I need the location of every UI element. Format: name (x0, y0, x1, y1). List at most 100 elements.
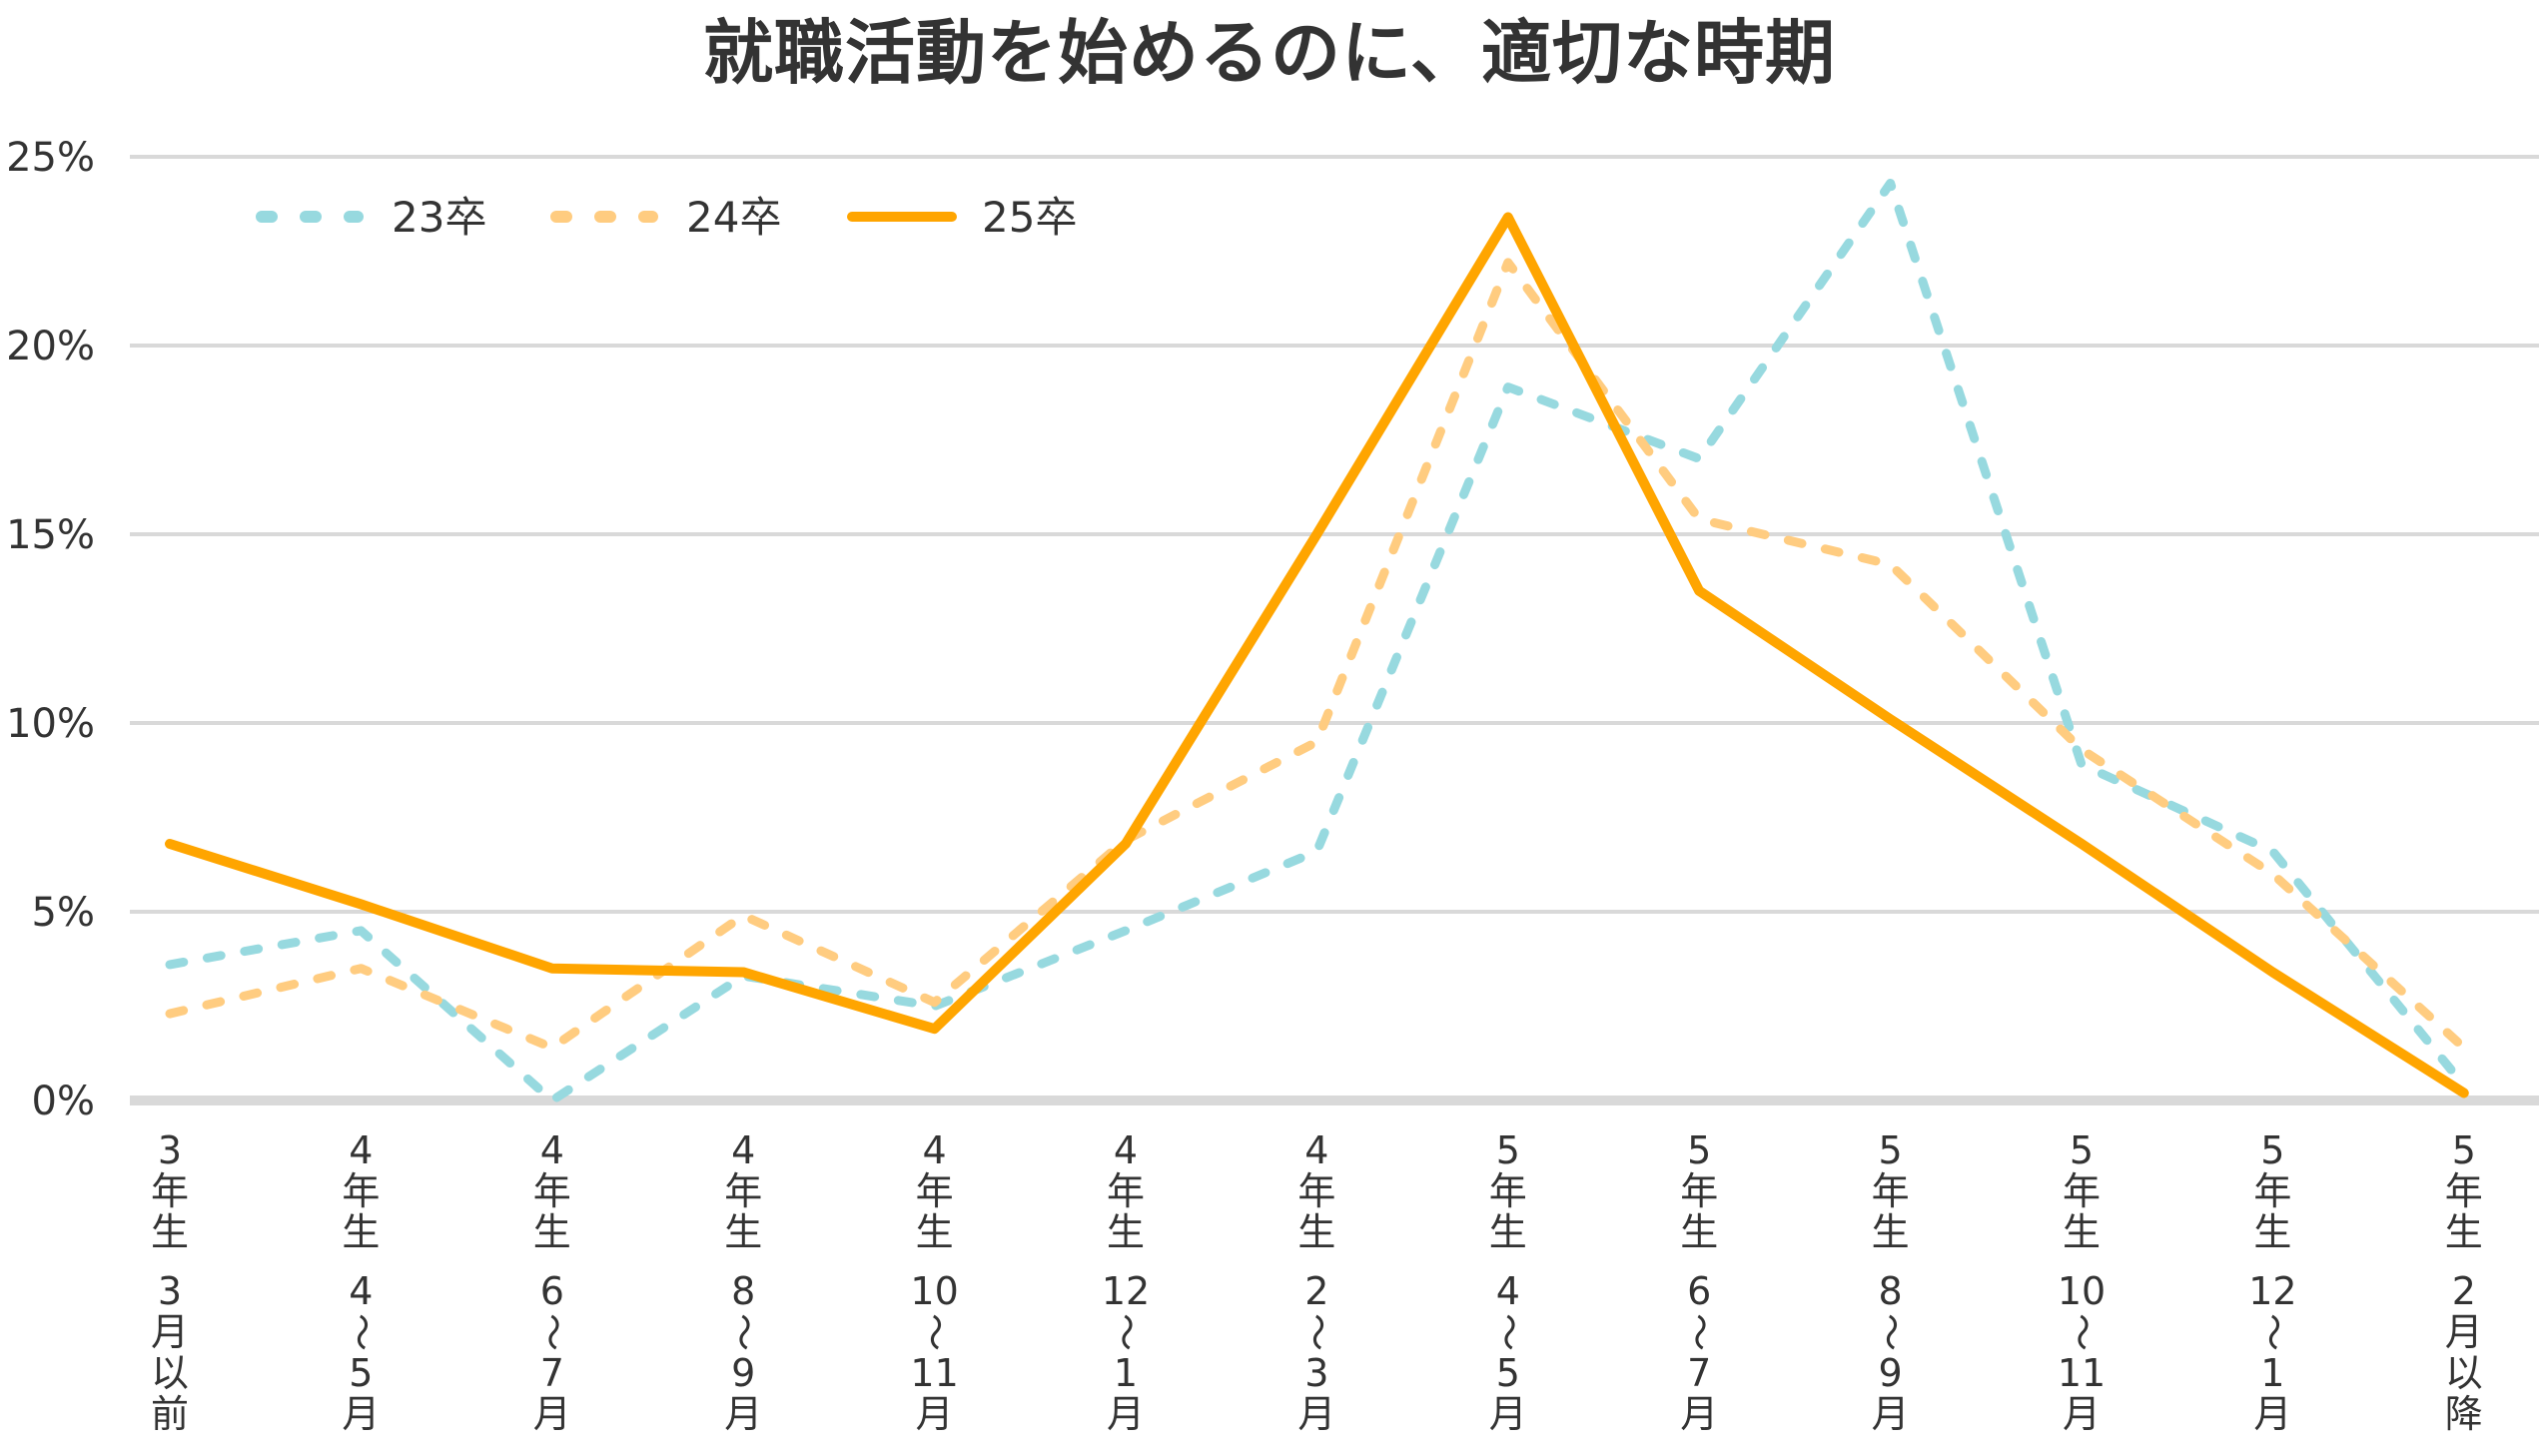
x-label-period-char: 月 (151, 1310, 189, 1354)
x-tick-label: 4年生 12～1月 (1102, 1128, 1150, 1436)
x-label-period-char: 6 (1687, 1269, 1711, 1313)
x-label-period-char: 月 (1489, 1392, 1527, 1436)
x-tick-label: 5年生 10～11月 (2058, 1128, 2106, 1436)
x-label-period-char: 以 (2445, 1351, 2483, 1395)
y-tick-label: 5% (32, 890, 95, 936)
x-label-period-char: 月 (2445, 1310, 2483, 1354)
x-label-period-char: ～ (913, 1313, 957, 1351)
x-label-year-char: 生 (1489, 1210, 1527, 1254)
x-label-period-char: 月 (2063, 1392, 2101, 1436)
x-label-year-char: 年 (916, 1169, 954, 1213)
legend-label: 23卒 (392, 193, 486, 242)
x-label-period-char: 月 (1872, 1392, 1910, 1436)
x-label-period-char: 5 (1496, 1351, 1520, 1395)
x-label-period-char: ～ (721, 1313, 765, 1351)
x-label-period-char: 11 (910, 1351, 958, 1395)
x-label-year-char: 年 (342, 1169, 380, 1213)
x-label-period-char: 7 (540, 1351, 564, 1395)
x-label-period-char: 1 (1114, 1351, 1138, 1395)
x-label-period-char: ～ (530, 1313, 574, 1351)
x-label-year-char: 年 (1680, 1169, 1718, 1213)
x-label-period-char: 7 (1687, 1351, 1711, 1395)
x-label-period-char: ～ (339, 1313, 383, 1351)
legend-item-24卒[interactable]: 24卒 (550, 193, 781, 242)
x-label-period-char: 月 (533, 1392, 571, 1436)
x-label-period-char: 10 (910, 1269, 958, 1313)
legend-item-25卒[interactable]: 25卒 (847, 193, 1077, 242)
series-line-23卒 (165, 178, 2469, 1105)
legend-label: 25卒 (982, 193, 1077, 242)
x-label-period-char: 6 (540, 1269, 564, 1313)
x-label-period-char: 4 (1496, 1269, 1520, 1313)
y-tick-label: 25% (6, 135, 95, 181)
x-label-period-char: 月 (916, 1392, 954, 1436)
x-label-year-char: 生 (1107, 1210, 1145, 1254)
x-tick-label: 4年生 6～7月 (530, 1128, 574, 1436)
x-label-year-char: 4 (1304, 1128, 1328, 1172)
x-label-year-char: 5 (2452, 1128, 2476, 1172)
x-label-period-char: ～ (1294, 1313, 1338, 1351)
x-label-period-char: 月 (1680, 1392, 1718, 1436)
x-label-year-char: 年 (1489, 1169, 1527, 1213)
x-label-period-char: 10 (2058, 1269, 2106, 1313)
y-axis-ticks: 0% 5% 10% 15% 20% 25% (6, 135, 95, 1124)
x-label-period-char: 11 (2058, 1351, 2106, 1395)
x-tick-label: 4年生 8～9月 (721, 1128, 765, 1436)
x-label-year-char: 4 (349, 1128, 373, 1172)
legend-item-23卒[interactable]: 23卒 (256, 193, 486, 242)
x-label-year-char: 生 (2063, 1210, 2101, 1254)
x-label-year-char: 年 (151, 1169, 189, 1213)
x-label-year-char: 年 (1297, 1169, 1335, 1213)
y-tick-label: 15% (6, 512, 95, 558)
x-label-year-char: 生 (724, 1210, 762, 1254)
x-label-year-char: 生 (1680, 1210, 1718, 1254)
x-label-period-char: 以 (151, 1351, 189, 1395)
x-tick-label: 4年生 10～11月 (910, 1128, 958, 1436)
x-label-period-char: 3 (1304, 1351, 1328, 1395)
x-label-year-char: 5 (1879, 1128, 1903, 1172)
x-label-year-char: 5 (2260, 1128, 2284, 1172)
x-label-period-char: 月 (2253, 1392, 2291, 1436)
x-label-year-char: 年 (724, 1169, 762, 1213)
legend: 23卒 24卒 25卒 (256, 193, 1077, 242)
x-label-period-char: ～ (2060, 1313, 2104, 1351)
y-tick-label: 20% (6, 324, 95, 369)
series-lines (165, 178, 2469, 1105)
x-tick-label: 5年生 8～9月 (1869, 1128, 1913, 1436)
y-tick-label: 0% (32, 1079, 95, 1124)
x-label-period-char: 月 (342, 1392, 380, 1436)
gridlines (130, 155, 2539, 1105)
x-label-year-char: 3 (158, 1128, 182, 1172)
x-label-year-char: 年 (2253, 1169, 2291, 1213)
x-label-period-char: ～ (1869, 1313, 1913, 1351)
x-label-year-char: 生 (916, 1210, 954, 1254)
x-label-year-char: 年 (2445, 1169, 2483, 1213)
x-axis-labels: 3年生3月以前4年生4～5月4年生6～7月4年生8～9月4年生10～11月4年生… (151, 1128, 2483, 1436)
x-label-year-char: 生 (1297, 1210, 1335, 1254)
x-label-year-char: 生 (533, 1210, 571, 1254)
x-label-period-char: 2 (1304, 1269, 1328, 1313)
x-label-period-char: ～ (1486, 1313, 1530, 1351)
x-label-period-char: 8 (1879, 1269, 1903, 1313)
x-label-period-char: 3 (158, 1269, 182, 1313)
series-line-25卒 (165, 212, 2469, 1098)
x-label-period-char: 5 (349, 1351, 373, 1395)
x-label-period-char: ～ (1104, 1313, 1148, 1351)
x-label-period-char: 1 (2260, 1351, 2284, 1395)
x-label-year-char: 年 (2063, 1169, 2101, 1213)
x-label-period-char: 2 (2452, 1269, 2476, 1313)
series-line-24卒 (165, 258, 2469, 1053)
x-label-year-char: 年 (1872, 1169, 1910, 1213)
legend-label: 24卒 (686, 193, 781, 242)
x-tick-label: 5年生 12～1月 (2248, 1128, 2296, 1436)
x-label-period-char: 降 (2445, 1392, 2483, 1436)
x-label-period-char: 月 (724, 1392, 762, 1436)
x-label-period-char: 月 (1107, 1392, 1145, 1436)
x-label-year-char: 生 (2445, 1210, 2483, 1254)
y-tick-label: 10% (6, 701, 95, 747)
x-label-year-char: 生 (151, 1210, 189, 1254)
x-label-period-char: ～ (2250, 1313, 2294, 1351)
